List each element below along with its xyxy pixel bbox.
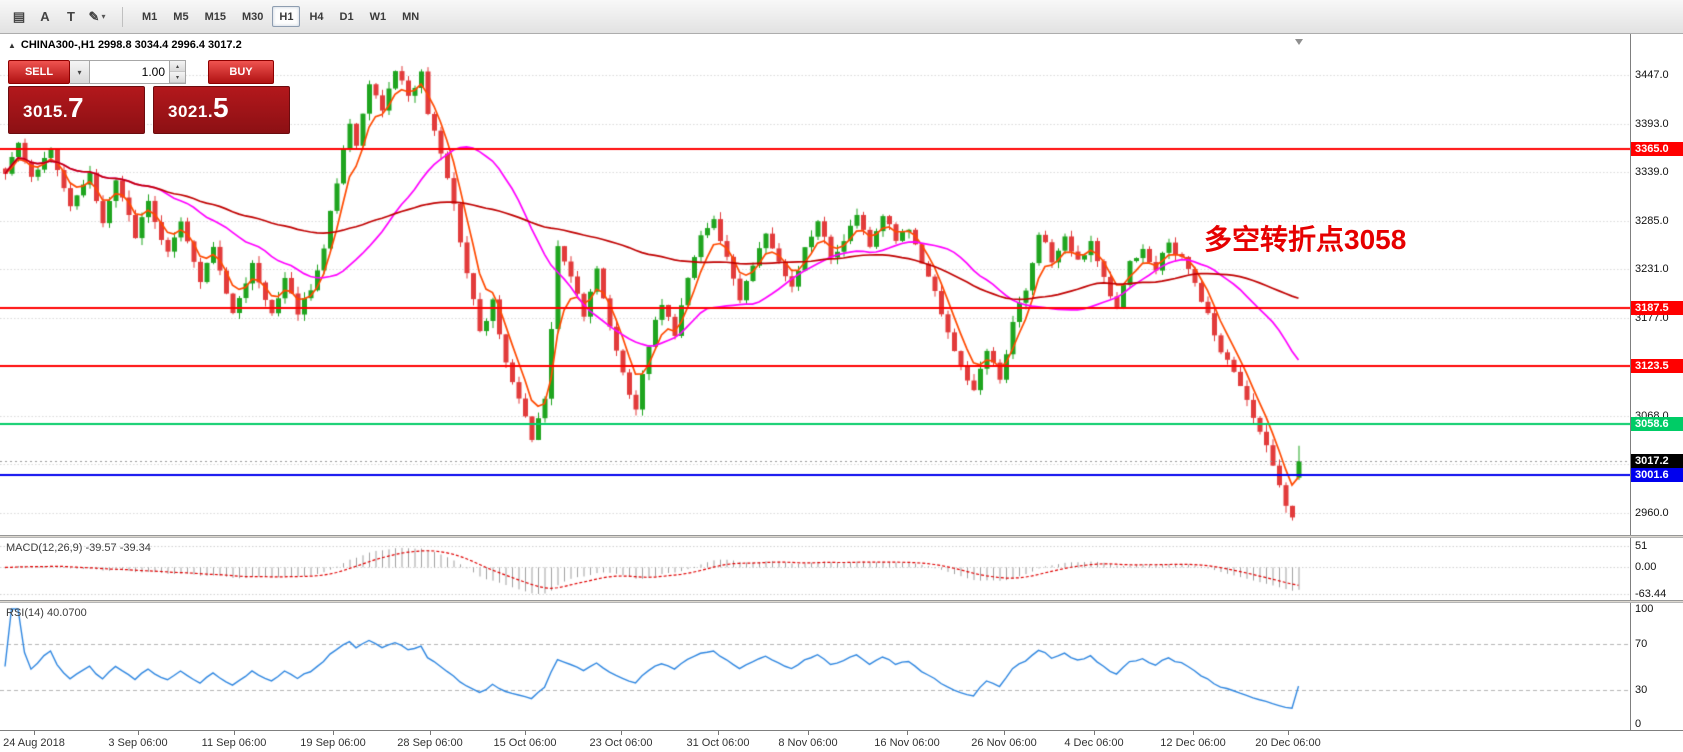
toolbar: ▤ A T ✎ ▾ M1 M5 M15 M30 H1 H4 D1 W1 MN [0, 0, 1683, 34]
pane-separator[interactable] [0, 535, 1683, 538]
price-level-label: 3001.6 [1631, 468, 1683, 483]
timeframe-buttons: M1 M5 M15 M30 H1 H4 D1 W1 MN [135, 6, 428, 27]
time-axis-tick [430, 731, 431, 735]
time-axis-label: 24 Aug 2018 [3, 737, 65, 749]
price-axis-label: 3339.0 [1635, 166, 1669, 179]
timeframe-button-h1[interactable]: H1 [272, 6, 301, 27]
timeframe-button-m1[interactable]: M1 [142, 10, 158, 23]
price-level-label: 3187.5 [1631, 301, 1683, 316]
buy-price-big-digit: 5 [213, 92, 229, 123]
time-axis-label: 8 Nov 06:00 [778, 737, 838, 749]
time-axis-label: 26 Nov 06:00 [971, 737, 1037, 749]
chart-window: 3447.0 3393.0 3339.0 3285.0 3231.0 3177.0 3068… [0, 34, 1683, 752]
rsi-axis-label: 30 [1635, 683, 1648, 696]
sell-price: 3015. [23, 102, 69, 121]
time-axis-tick [138, 731, 139, 735]
trade-controls-row: SELL ▾ ▴ ▾ BUY [8, 60, 290, 84]
price-level-label: 3365.0 [1631, 141, 1683, 156]
dropdown-caret-icon: ▾ [101, 12, 106, 21]
time-axis-label: 16 Nov 06:00 [874, 737, 940, 749]
volume-decrease-button[interactable]: ▾ [170, 72, 185, 83]
timeframe-button-w1[interactable]: W1 [369, 10, 387, 23]
timeframe-button-m5[interactable]: M5 [173, 10, 189, 23]
time-axis-tick [333, 731, 334, 735]
volume-dropdown-caret[interactable]: ▾ [70, 60, 90, 84]
text-label-tool-icon[interactable]: T [58, 5, 84, 29]
buy-price: 3021. [168, 102, 214, 121]
one-click-toggle-icon[interactable]: ▲ [8, 40, 16, 50]
macd-canvas[interactable] [0, 538, 1630, 600]
volume-increase-button[interactable]: ▴ [170, 61, 185, 72]
time-axis-label: 20 Dec 06:00 [1255, 737, 1321, 749]
time-axis-tick [1094, 731, 1095, 735]
price-level-label: 3058.6 [1631, 417, 1683, 432]
time-axis-label: 11 Sep 06:00 [201, 737, 267, 749]
chart-shift-marker[interactable] [1295, 39, 1303, 45]
time-axis-label: 19 Sep 06:00 [300, 737, 366, 749]
price-level-label: 3123.5 [1631, 358, 1683, 373]
rsi-canvas[interactable] [0, 603, 1630, 730]
chart-grid-icon[interactable]: ▤ [6, 5, 32, 29]
rsi-axis-label: 100 [1635, 603, 1654, 615]
draw-tools-icon[interactable]: ✎ ▾ [84, 5, 110, 29]
time-axis-label: 28 Sep 06:00 [397, 737, 463, 749]
macd-label: MACD(12,26,9) -39.57 -39.34 [6, 542, 151, 554]
time-axis-tick [234, 731, 235, 735]
time-axis-tick [718, 731, 719, 735]
price-level-label: 3017.2 [1631, 454, 1683, 469]
timeframe-button-m15[interactable]: M15 [204, 10, 226, 23]
volume-input[interactable] [90, 60, 170, 84]
time-axis-tick [1004, 731, 1005, 735]
sell-price-panel[interactable]: 3015. 7 [8, 86, 145, 134]
time-axis-label: 23 Oct 06:00 [589, 737, 653, 749]
price-axis-label: 3285.0 [1635, 214, 1669, 227]
time-axis[interactable]: 24 Aug 2018 3 Sep 06:00 11 Sep 06:00 19 Sep… [0, 730, 1683, 752]
macd-axis-label: 51 [1635, 540, 1648, 552]
time-axis-tick [808, 731, 809, 735]
text-tool-icon[interactable]: A [32, 5, 58, 29]
price-axis-label: 2960.0 [1635, 506, 1669, 519]
text-tool-glyph: A [40, 9, 50, 24]
buy-button[interactable]: BUY [208, 60, 274, 84]
draw-tools-glyph: ✎ [88, 8, 100, 24]
timeframe-button-d1[interactable]: D1 [339, 10, 354, 23]
time-axis-tick [34, 731, 35, 735]
text-label-tool-glyph: T [67, 9, 75, 24]
chart-annotation-text: 多空转折点3058 [1204, 224, 1407, 255]
toolbar-separator [122, 6, 123, 27]
buy-price-panel[interactable]: 3021. 5 [153, 86, 290, 134]
price-axis-label: 3447.0 [1635, 69, 1669, 82]
time-axis-tick [1193, 731, 1194, 735]
symbol-info: ▲ CHINA300-,H1 2998.8 3034.4 2996.4 3017… [8, 39, 242, 51]
timeframe-button-m30[interactable]: M30 [241, 10, 264, 23]
symbol-ohlc-text: CHINA300-,H1 2998.8 3034.4 2996.4 3017.2 [20, 39, 242, 51]
macd-axis-label: 0.00 [1635, 561, 1657, 574]
macd-axis-label: -63.44 [1635, 588, 1667, 600]
toolbar-tool-icons: ▤ A T ✎ ▾ [6, 5, 110, 29]
timeframe-button-mn[interactable]: MN [402, 10, 420, 23]
rsi-label: RSI(14) 40.0700 [6, 607, 87, 619]
sell-price-big-digit: 7 [68, 92, 84, 123]
chart-grid-glyph: ▤ [12, 8, 26, 24]
one-click-trade-panel: SELL ▾ ▴ ▾ BUY 3015.7 3021.5 [8, 60, 290, 134]
time-axis-label: 12 Dec 06:00 [1160, 737, 1226, 749]
time-axis-label: 3 Sep 06:00 [108, 737, 168, 749]
pane-separator[interactable] [0, 600, 1683, 603]
rsi-axis-label: 70 [1635, 637, 1648, 650]
time-axis-tick [621, 731, 622, 735]
volume-spinner: ▴ ▾ [170, 60, 186, 84]
sell-button[interactable]: SELL [8, 60, 70, 84]
time-axis-label: 31 Oct 06:00 [686, 737, 750, 749]
time-axis-tick [907, 731, 908, 735]
time-axis-tick [525, 731, 526, 735]
timeframe-button-h4[interactable]: H4 [309, 10, 324, 23]
price-axis-label: 3231.0 [1635, 263, 1669, 276]
price-axis[interactable]: 3447.0 3393.0 3339.0 3285.0 3231.0 3177.0 3068… [1630, 34, 1683, 730]
time-axis-tick [1288, 731, 1289, 735]
price-axis-label: 3393.0 [1635, 117, 1669, 130]
time-axis-label: 15 Oct 06:00 [493, 737, 557, 749]
trade-prices-row: 3015. 7 3021. 5 [8, 86, 290, 134]
time-axis-label: 4 Dec 06:00 [1064, 737, 1124, 749]
rsi-axis-label: 0 [1635, 718, 1642, 730]
